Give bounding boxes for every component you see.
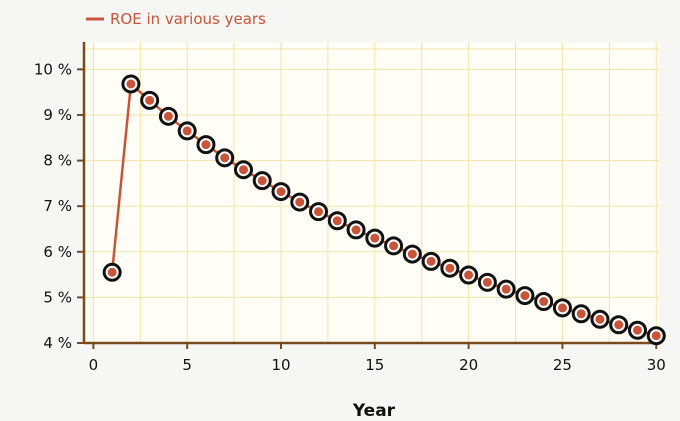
data-point-fill <box>539 296 549 306</box>
x-axis-title: Year <box>352 401 396 421</box>
data-point <box>534 291 554 311</box>
data-point <box>271 182 291 202</box>
x-tick-label: 20 <box>459 356 478 374</box>
data-point <box>121 74 141 94</box>
data-point-fill <box>182 126 192 136</box>
data-point <box>477 272 497 292</box>
data-point-fill <box>576 309 586 319</box>
legend: ROE in various years <box>86 10 266 28</box>
data-point <box>309 202 329 222</box>
data-point <box>140 90 160 110</box>
data-point <box>571 304 591 324</box>
data-point-fill <box>389 241 399 251</box>
data-point <box>440 258 460 278</box>
y-tick-label: 10 % <box>34 60 72 78</box>
y-tick-label: 5 % <box>43 288 72 306</box>
y-tick-label: 4 % <box>43 334 72 352</box>
data-point-fill <box>482 277 492 287</box>
data-point <box>365 228 385 248</box>
data-point-fill <box>632 325 642 335</box>
data-point <box>496 279 516 299</box>
x-tick-label: 10 <box>271 356 290 374</box>
data-point-fill <box>238 165 248 175</box>
x-tick-label: 25 <box>553 356 572 374</box>
data-point-fill <box>501 284 511 294</box>
data-point-fill <box>445 263 455 273</box>
data-point-fill <box>257 176 267 186</box>
data-point-fill <box>126 79 136 89</box>
data-point-fill <box>557 303 567 313</box>
data-point <box>552 298 572 318</box>
data-point <box>646 326 666 346</box>
x-tick-label: 5 <box>182 356 192 374</box>
x-tick-label: 0 <box>89 356 99 374</box>
y-tick-labels: 4 % 5 % 6 % 7 % 8 % 9 % 10 % <box>34 60 72 352</box>
data-point-fill <box>332 216 342 226</box>
data-point-fill <box>370 233 380 243</box>
data-point <box>233 160 253 180</box>
data-point-fill <box>520 291 530 301</box>
data-point <box>609 315 629 335</box>
data-point-fill <box>145 95 155 105</box>
data-point <box>196 135 216 155</box>
y-tick-label: 8 % <box>43 152 72 170</box>
data-point-fill <box>595 314 605 324</box>
legend-label: ROE in various years <box>110 10 266 28</box>
data-point-fill <box>651 331 661 341</box>
data-point-fill <box>426 256 436 266</box>
x-tick-label: 15 <box>365 356 384 374</box>
data-point-fill <box>295 197 305 207</box>
data-point <box>515 286 535 306</box>
plot-area: 0 5 10 15 20 25 30 4 % 5 % 6 % 7 % 8 % 9 % 10 % <box>34 42 666 374</box>
data-point <box>158 106 178 126</box>
y-tick-label: 6 % <box>43 243 72 261</box>
data-point <box>346 220 366 240</box>
data-point-fill <box>220 153 230 163</box>
data-point-fill <box>351 225 361 235</box>
data-point <box>252 171 272 191</box>
data-point <box>102 262 122 282</box>
x-tick-label: 30 <box>647 356 666 374</box>
data-point <box>290 192 310 212</box>
data-point <box>177 121 197 141</box>
data-point <box>402 244 422 264</box>
axes <box>77 42 660 349</box>
data-point-fill <box>314 207 324 217</box>
data-point <box>459 265 479 285</box>
data-point-fill <box>107 267 117 277</box>
data-point-fill <box>163 111 173 121</box>
data-points <box>102 74 666 346</box>
data-point-fill <box>201 140 211 150</box>
data-point <box>421 251 441 271</box>
y-tick-label: 9 % <box>43 106 72 124</box>
x-tick-labels: 0 5 10 15 20 25 30 <box>89 356 666 374</box>
y-tick-label: 7 % <box>43 197 72 215</box>
data-point-fill <box>464 270 474 280</box>
data-point <box>384 236 404 256</box>
data-point <box>627 320 647 340</box>
data-point <box>215 148 235 168</box>
data-point-fill <box>407 249 417 259</box>
data-point-fill <box>276 187 286 197</box>
plot-background <box>84 42 660 343</box>
data-point <box>590 309 610 329</box>
data-point-fill <box>614 320 624 330</box>
data-point <box>327 211 347 231</box>
